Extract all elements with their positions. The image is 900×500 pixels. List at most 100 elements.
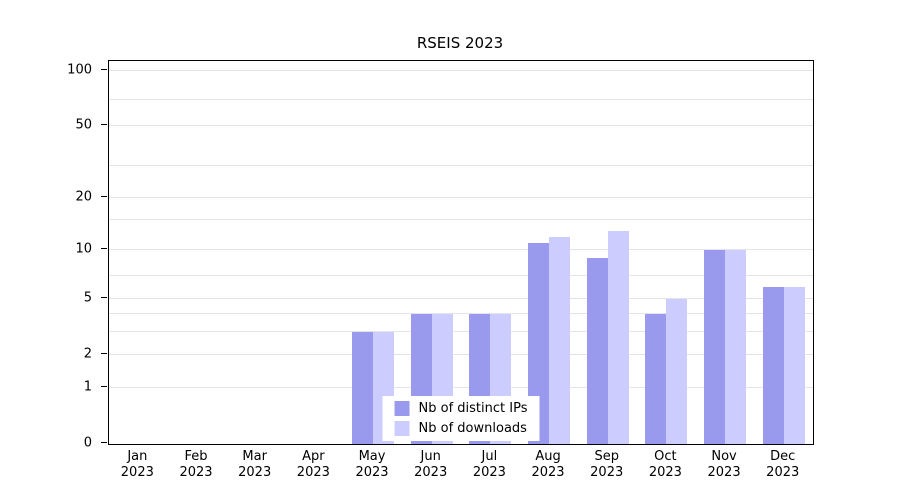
y-tick-mark xyxy=(101,442,107,443)
month-slot xyxy=(226,61,285,444)
x-tick-year: 2023 xyxy=(648,465,682,480)
bar-distinct-ips xyxy=(586,257,608,444)
month-slot xyxy=(344,61,403,444)
gridline xyxy=(109,330,813,332)
y-tick-label: 2 xyxy=(83,346,92,362)
y-tick-label: 50 xyxy=(75,117,92,133)
y-tick-mark xyxy=(101,353,107,355)
y-tick-label: 20 xyxy=(75,189,92,205)
gridline xyxy=(109,298,813,300)
gridline xyxy=(109,98,813,100)
plot-area: Nb of distinct IPs Nb of downloads xyxy=(108,60,814,445)
gridline xyxy=(109,274,813,276)
bar-distinct-ips xyxy=(352,331,374,444)
x-tick-year: 2023 xyxy=(472,465,506,480)
y-tick-mark xyxy=(101,195,107,197)
x-tick-label: Apr 2023 xyxy=(284,449,343,481)
y-tick-mark xyxy=(101,69,107,70)
x-tick-year: 2023 xyxy=(355,465,389,480)
x-tick-month: May xyxy=(358,449,386,464)
x-tick-label: May 2023 xyxy=(343,449,402,481)
gridline xyxy=(109,196,813,198)
legend-label-distinct-ips: Nb of distinct IPs xyxy=(418,401,528,416)
y-axis: 0 1 2 5 10 20 50 100 xyxy=(0,60,108,450)
bar-distinct-ips xyxy=(528,243,550,444)
x-tick-year: 2023 xyxy=(120,465,154,480)
x-tick-year: 2023 xyxy=(590,465,624,480)
bar-distinct-ips xyxy=(704,250,726,444)
legend-swatch-downloads xyxy=(394,421,410,436)
x-tick-label: Sep 2023 xyxy=(577,449,636,481)
bar-downloads xyxy=(549,236,571,444)
gridline xyxy=(109,218,813,220)
x-tick-month: Apr xyxy=(302,449,325,464)
x-tick-year: 2023 xyxy=(296,465,330,480)
month-slot xyxy=(285,61,344,444)
y-tick-label: 10 xyxy=(75,241,92,257)
gridline xyxy=(109,249,813,251)
x-tick-label: Mar 2023 xyxy=(225,449,284,481)
bar-downloads xyxy=(607,230,629,444)
x-tick-month: Jun xyxy=(420,449,441,464)
gridline xyxy=(109,386,813,388)
legend-swatch-distinct-ips xyxy=(394,401,410,416)
x-tick-label: Dec 2023 xyxy=(753,449,812,481)
legend-item-distinct-ips: Nb of distinct IPs xyxy=(394,401,528,416)
gridline xyxy=(109,165,813,167)
month-slot xyxy=(578,61,637,444)
x-tick-label: Feb 2023 xyxy=(167,449,226,481)
gridline xyxy=(109,312,813,314)
legend: Nb of distinct IPs Nb of downloads xyxy=(382,396,540,441)
x-tick-month: Mar xyxy=(242,449,267,464)
x-tick-month: Sep xyxy=(594,449,619,464)
y-tick-mark xyxy=(101,297,107,299)
month-slot xyxy=(637,61,696,444)
x-tick-month: Jan xyxy=(127,449,148,464)
gridline xyxy=(109,70,813,71)
month-slot xyxy=(696,61,755,444)
y-tick-mark xyxy=(101,124,107,126)
month-slot xyxy=(754,61,813,444)
month-slot xyxy=(461,61,520,444)
x-tick-label: Jan 2023 xyxy=(108,449,167,481)
y-tick-label: 100 xyxy=(67,62,92,78)
gridlines xyxy=(109,61,813,444)
x-tick-label: Jul 2023 xyxy=(460,449,519,481)
x-tick-label: Aug 2023 xyxy=(519,449,578,481)
month-slot xyxy=(402,61,461,444)
x-tick-label: Jun 2023 xyxy=(401,449,460,481)
y-tick-mark xyxy=(101,385,107,387)
x-tick-label: Nov 2023 xyxy=(695,449,754,481)
y-tick-label: 1 xyxy=(83,379,92,395)
x-tick-month: Nov xyxy=(711,449,737,464)
bar-downloads xyxy=(783,286,805,444)
x-tick-month: Oct xyxy=(654,449,677,464)
x-tick-month: Aug xyxy=(535,449,561,464)
bars xyxy=(109,61,813,444)
legend-label-downloads: Nb of downloads xyxy=(418,421,527,436)
x-tick-year: 2023 xyxy=(414,465,448,480)
bar-distinct-ips xyxy=(645,313,667,444)
x-tick-year: 2023 xyxy=(531,465,565,480)
month-slot xyxy=(109,61,168,444)
gridline xyxy=(109,125,813,127)
x-tick-year: 2023 xyxy=(179,465,213,480)
y-tick-mark xyxy=(101,248,107,250)
x-tick-year: 2023 xyxy=(766,465,800,480)
x-tick-label: Oct 2023 xyxy=(636,449,695,481)
bar-distinct-ips xyxy=(762,286,784,444)
bar-downloads xyxy=(666,299,688,444)
x-axis: Jan 2023 Feb 2023 Mar 2023 Apr 2023 May 2023 Jun 20… xyxy=(108,449,812,481)
gridline xyxy=(109,354,813,356)
bar-downloads xyxy=(725,250,747,444)
x-tick-year: 2023 xyxy=(238,465,272,480)
y-tick-label: 0 xyxy=(83,435,92,451)
x-tick-month: Dec xyxy=(770,449,796,464)
x-tick-month: Jul xyxy=(481,449,498,464)
chart-title: RSEIS 2023 xyxy=(416,34,504,52)
month-slot xyxy=(168,61,227,444)
month-slot xyxy=(520,61,579,444)
x-tick-year: 2023 xyxy=(707,465,741,480)
legend-item-downloads: Nb of downloads xyxy=(394,421,528,436)
